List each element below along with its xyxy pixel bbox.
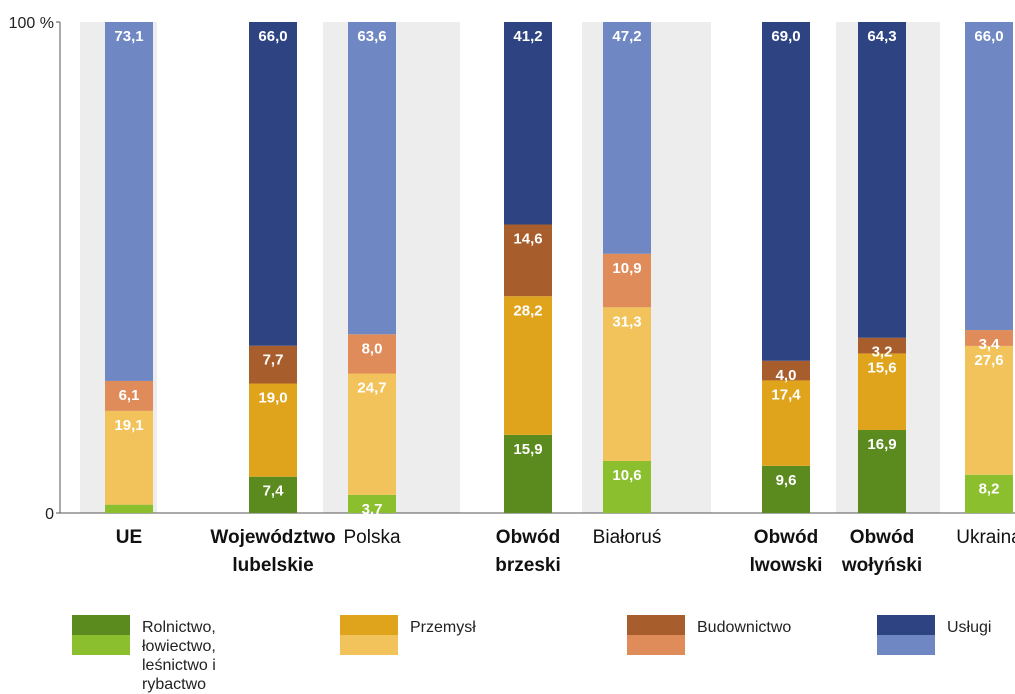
bar-5-agriculture <box>762 465 810 513</box>
legend-label-construction: Budownictwo <box>697 619 792 636</box>
bar-6-industry <box>858 353 906 431</box>
category-label-4: Białoruś <box>593 527 662 548</box>
data-label-0-industry: 19,1 <box>114 417 143 434</box>
bar-0-construction <box>105 380 153 411</box>
data-label-3-agriculture: 15,9 <box>513 441 542 458</box>
bar-2-construction <box>348 334 396 374</box>
data-label-6-construction: 3,2 <box>872 344 893 361</box>
bar-1-construction <box>249 345 297 384</box>
bar-4-construction <box>603 253 651 308</box>
data-label-1-industry: 19,0 <box>258 390 287 407</box>
bar-7-services <box>965 22 1013 331</box>
data-label-7-services: 66,0 <box>974 28 1003 45</box>
legend-label-agriculture: Rolnictwo, łowiectwo, leśnictwo i rybact… <box>142 619 216 693</box>
legend-swatch-services <box>877 615 935 655</box>
category-label-5-line-0: Obwód <box>754 527 818 548</box>
category-label-3-line-0: Obwód <box>496 527 560 548</box>
data-label-0-construction: 6,1 <box>119 387 140 404</box>
legend: Rolnictwo, łowiectwo, leśnictwo i rybact… <box>0 612 1015 693</box>
data-label-4-services: 47,2 <box>612 28 641 45</box>
bar-2-agriculture <box>348 494 396 513</box>
bar-2-services <box>348 22 396 335</box>
legend-swatch-agriculture <box>72 615 130 655</box>
legend-swatch-construction <box>627 615 685 655</box>
bar-3-industry <box>504 296 552 435</box>
bar-3-agriculture <box>504 434 552 513</box>
category-label-6-line-0: Obwód <box>850 527 914 548</box>
y-tick-0: 0 <box>45 506 54 523</box>
data-label-3-construction: 14,6 <box>513 230 542 247</box>
data-label-1-agriculture: 7,4 <box>263 483 285 500</box>
data-label-4-agriculture: 10,6 <box>612 467 641 484</box>
category-label-6-line-1: wołyński <box>841 555 922 576</box>
bar-0-services <box>105 22 153 381</box>
data-label-7-construction: 3,4 <box>979 336 1001 353</box>
data-label-2-services: 63,6 <box>357 28 386 45</box>
category-label-7: Ukraina <box>956 527 1015 548</box>
y-tick-100: 100 % <box>9 15 54 32</box>
legend-label-services: Usługi <box>947 619 992 636</box>
data-label-2-agriculture: 3,7 <box>362 501 383 518</box>
data-label-3-industry: 28,2 <box>513 302 542 319</box>
data-label-7-industry: 27,6 <box>974 352 1003 369</box>
bar-3-construction <box>504 224 552 297</box>
category-label-3-line-1: brzeski <box>495 555 560 576</box>
bar-2-industry <box>348 373 396 495</box>
stacked-bar-chart: 100 % 0 1,7 19,1 6,1 73,1 7,4 19,0 7,7 66,0 3,7 2… <box>9 15 1015 576</box>
data-label-1-services: 66,0 <box>258 28 287 45</box>
data-label-3-services: 41,2 <box>513 28 542 45</box>
data-label-5-agriculture: 9,6 <box>776 472 797 489</box>
bar-7-industry <box>965 345 1013 475</box>
data-label-6-services: 64,3 <box>867 28 896 45</box>
category-label-2: Polska <box>343 527 400 548</box>
legend-label-industry: Przemysł <box>410 619 476 636</box>
data-label-0-agriculture: 1,7 <box>119 511 140 528</box>
bar-0-industry <box>105 410 153 505</box>
data-label-4-construction: 10,9 <box>612 260 641 277</box>
bar-5-industry <box>762 380 810 466</box>
data-label-5-construction: 4,0 <box>776 367 797 384</box>
bar-7-agriculture <box>965 474 1013 513</box>
data-label-7-agriculture: 8,2 <box>979 481 1000 498</box>
category-label-5-line-1: lwowski <box>750 555 823 576</box>
bar-5-services <box>762 22 810 361</box>
bar-4-services <box>603 22 651 254</box>
bar-6-agriculture <box>858 430 906 513</box>
category-label-1-line-1: lubelskie <box>232 555 313 576</box>
data-label-6-industry: 15,6 <box>867 359 896 376</box>
bar-1-industry <box>249 383 297 477</box>
bar-1-agriculture <box>249 476 297 513</box>
bars: 1,7 19,1 6,1 73,1 7,4 19,0 7,7 66,0 3,7 24,7 8,0 63… <box>105 22 1013 528</box>
category-label-0: UE <box>116 527 142 548</box>
data-label-0-services: 73,1 <box>114 28 143 45</box>
data-label-5-services: 69,0 <box>771 28 800 45</box>
bar-1-services <box>249 22 297 346</box>
data-label-1-construction: 7,7 <box>263 352 284 369</box>
bar-6-construction <box>858 337 906 354</box>
data-label-6-agriculture: 16,9 <box>867 436 896 453</box>
category-labels: UE Województwo lubelskie Polska Obwód brzeski… <box>116 527 1015 576</box>
data-label-4-industry: 31,3 <box>612 313 641 330</box>
bar-7-construction <box>965 330 1013 346</box>
category-label-1-line-0: Województwo <box>210 527 335 548</box>
data-label-2-construction: 8,0 <box>362 340 383 357</box>
bar-0-agriculture <box>105 504 153 513</box>
bar-6-services <box>858 22 906 338</box>
bar-5-construction <box>762 360 810 381</box>
bar-4-agriculture <box>603 460 651 513</box>
bar-4-industry <box>603 307 651 461</box>
data-label-2-industry: 24,7 <box>357 380 386 397</box>
data-label-5-industry: 17,4 <box>771 386 801 403</box>
bar-3-services <box>504 22 552 225</box>
legend-swatch-industry <box>340 615 398 655</box>
